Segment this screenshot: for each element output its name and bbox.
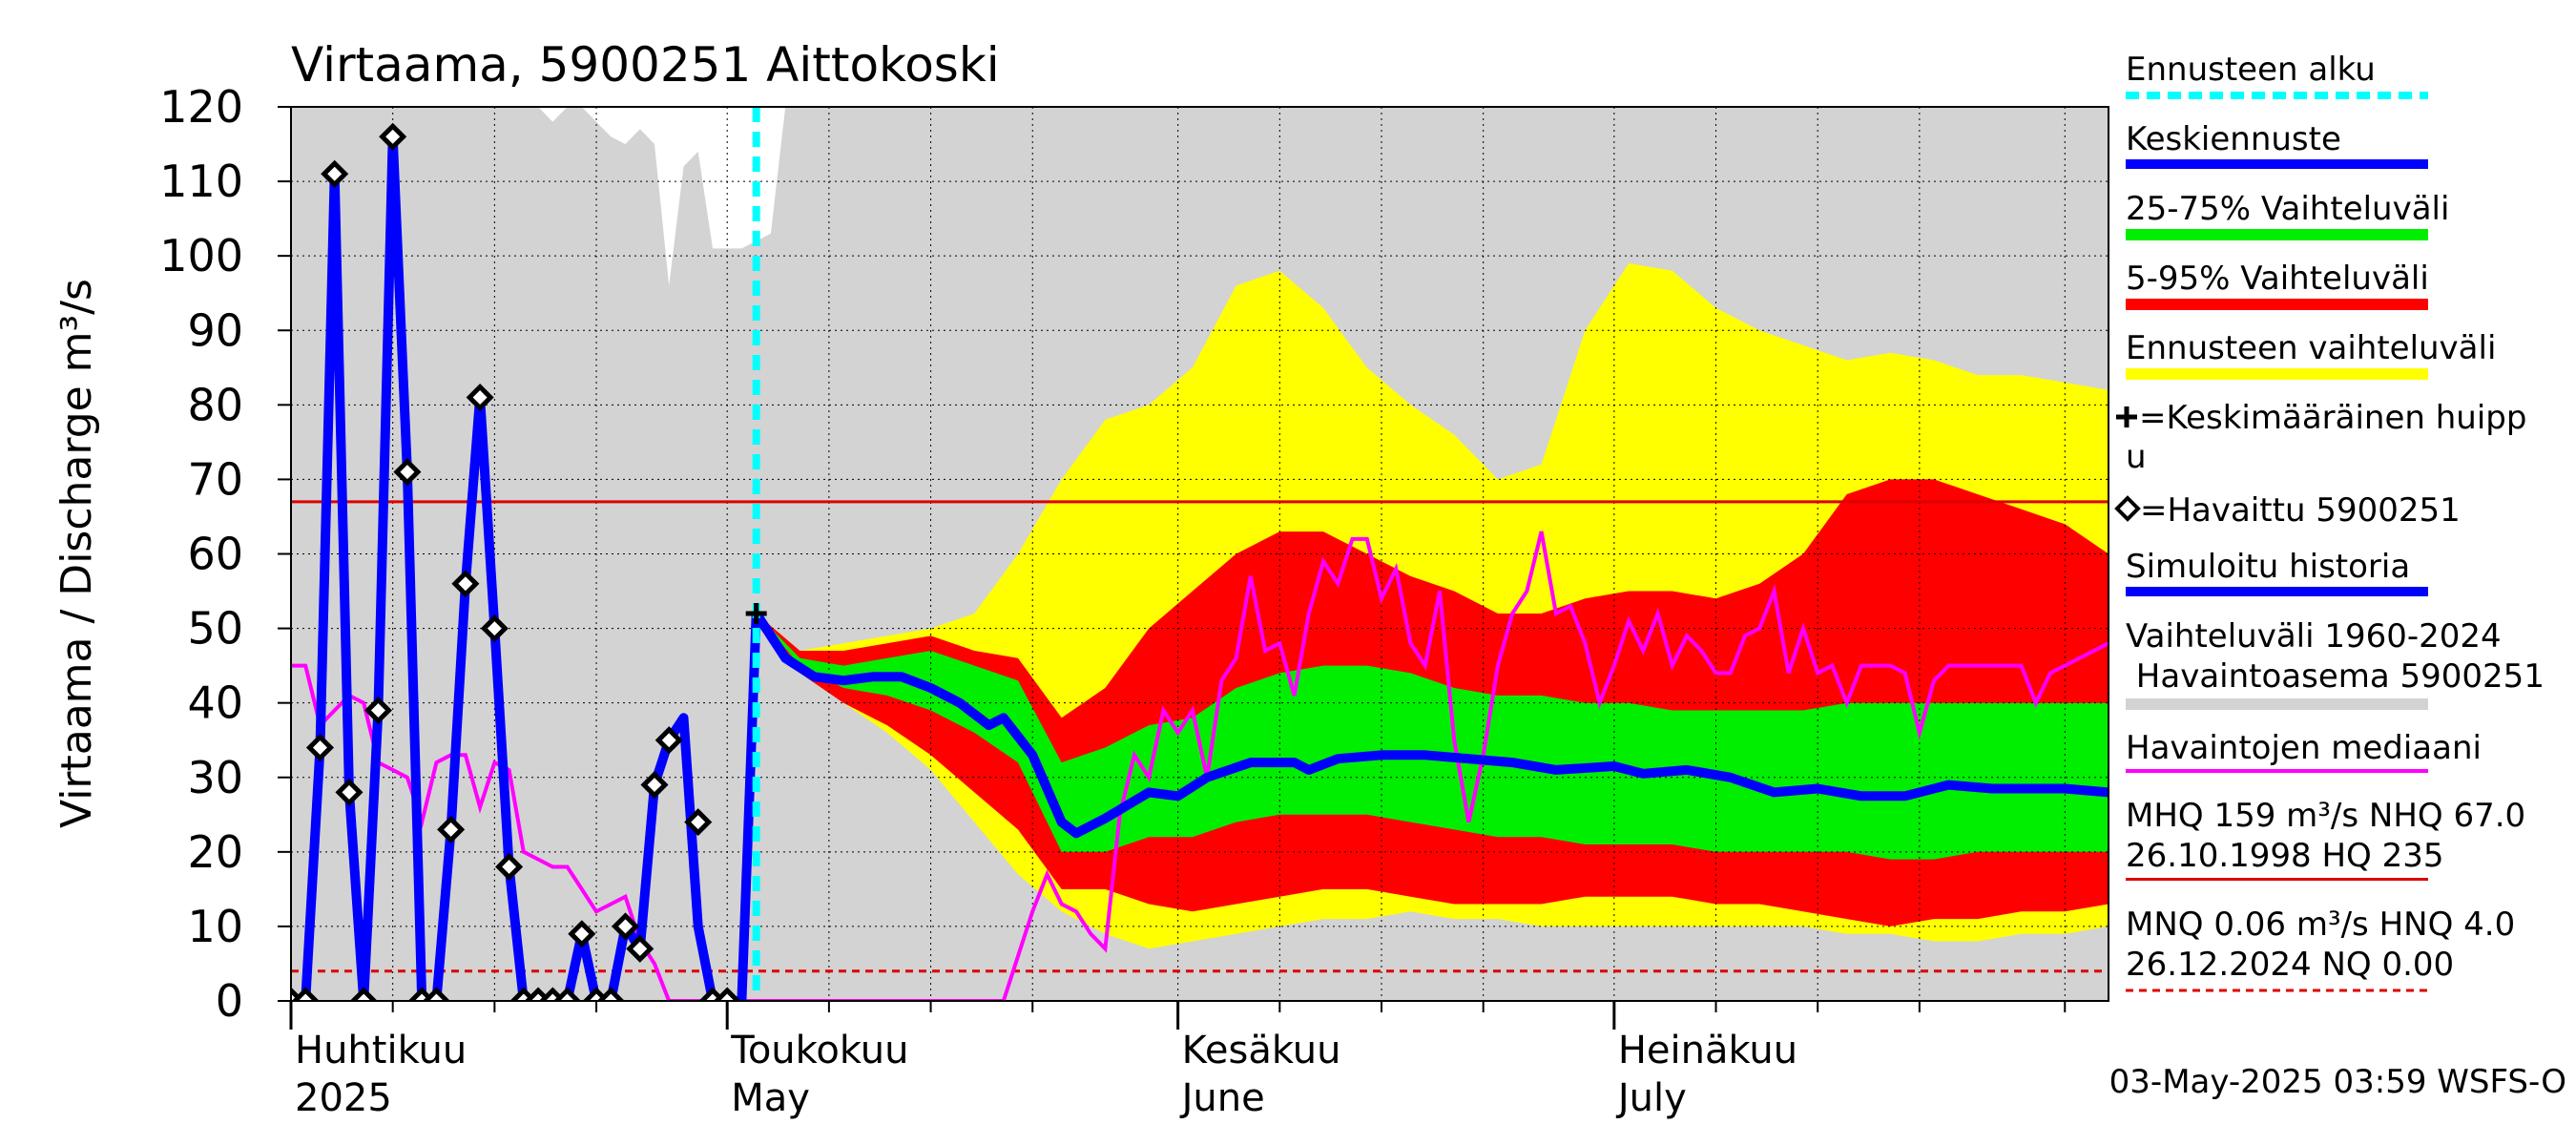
- legend-hist-range-label: Vaihteluväli 1960-2024: [2126, 617, 2502, 656]
- y-tick-label: 100: [159, 230, 243, 281]
- legend-obs-median-swatch: [2126, 769, 2428, 773]
- observed-point: [422, 987, 450, 1001]
- x-month-sublabel: May: [731, 1076, 810, 1120]
- x-month-label: Kesäkuu: [1182, 1029, 1341, 1072]
- legend-band-5-95-label: 5-95% Vaihteluväli: [2126, 260, 2429, 298]
- observed-point: [684, 808, 713, 837]
- y-tick-label: 40: [187, 677, 243, 729]
- legend-mnq-text: MNQ 0.06 m³/s HNQ 4.0: [2126, 906, 2515, 944]
- legend-simulated-label: Simuloitu historia: [2126, 548, 2410, 586]
- legend-mean-peak-label: =Keskimääräinen huipp: [2139, 399, 2526, 437]
- plot-area: [291, 107, 2109, 1001]
- y-tick-label: 10: [187, 901, 243, 952]
- legend-mhq-text: MHQ 159 m³/s NHQ 67.0: [2126, 797, 2525, 835]
- legend-observed-label: =Havaittu 5900251: [2140, 491, 2461, 530]
- observed-point: [654, 726, 683, 755]
- observed-point: [596, 987, 625, 1001]
- y-tick-label: 60: [187, 529, 243, 580]
- legend-simulated-swatch: [2126, 587, 2428, 596]
- legend: Ennusteen alku Keskiennuste 25-75% Vaiht…: [2114, 51, 2545, 992]
- observed-point: [713, 987, 741, 1001]
- observed-point: [321, 159, 349, 188]
- legend-mnq-text-cont: 26.12.2024 NQ 0.00: [2126, 946, 2454, 984]
- legend-mhq-text-cont: 26.10.1998 HQ 235: [2126, 837, 2444, 875]
- observed-point: [335, 778, 364, 806]
- y-tick-label: 70: [187, 453, 243, 505]
- legend-forecast-range-label: Ennusteen vaihteluväli: [2126, 329, 2496, 367]
- diamond-icon: [2114, 495, 2141, 522]
- legend-forecast-start-label: Ennusteen alku: [2126, 51, 2376, 89]
- legend-hist-range-label-cont: Havaintoasema 5900251: [2126, 657, 2545, 696]
- legend-mean-forecast-swatch: [2126, 159, 2428, 169]
- x-month-sublabel: 2025: [295, 1076, 392, 1120]
- y-tick-label: 110: [159, 156, 243, 207]
- observed-point: [349, 987, 378, 1001]
- observed-point: [466, 383, 494, 412]
- observed-point: [553, 987, 582, 1001]
- observed-point: [364, 696, 392, 725]
- y-tick-label: 90: [187, 304, 243, 356]
- legend-forecast-range-swatch: [2126, 368, 2428, 380]
- y-tick-label: 0: [216, 975, 243, 1027]
- y-tick-label: 50: [187, 603, 243, 655]
- observed-point: [393, 458, 422, 487]
- legend-mean-peak-label-cont: u: [2126, 438, 2147, 476]
- simulated-history-line: [291, 132, 761, 1001]
- x-month-label: Heinäkuu: [1618, 1029, 1797, 1072]
- mean-peak-point: [745, 602, 767, 624]
- legend-obs-median-label: Havaintojen mediaani: [2126, 729, 2482, 767]
- mean-forecast-line: [752, 611, 2109, 839]
- observed-point: [568, 920, 596, 948]
- y-tick-label: 20: [187, 826, 243, 878]
- observed-point: [626, 934, 654, 963]
- y-tick-label: 120: [159, 81, 243, 133]
- y-tick-label: 80: [187, 379, 243, 430]
- legend-hist-range-swatch: [2126, 698, 2428, 710]
- observed-point: [291, 987, 320, 1001]
- observed-point: [480, 614, 509, 643]
- x-month-label: Toukokuu: [730, 1029, 908, 1072]
- observed-point: [379, 122, 407, 151]
- plus-icon: [2116, 406, 2137, 427]
- observation-median-line: [291, 531, 2109, 1001]
- legend-band-25-75-label: 25-75% Vaihteluväli: [2126, 190, 2449, 228]
- observed-markers: [291, 122, 741, 1001]
- observed-point: [611, 912, 640, 941]
- band-25-75: [756, 614, 2109, 860]
- observed-point: [495, 852, 524, 881]
- y-tick-label: 30: [187, 752, 243, 803]
- y-axis-label: Virtaama / Discharge m³/s: [52, 279, 101, 828]
- timestamp: 03-May-2025 03:59 WSFS-O: [2109, 1063, 2566, 1101]
- chart-title: Virtaama, 5900251 Aittokoski: [291, 37, 1000, 93]
- x-month-label: Huhtikuu: [295, 1029, 467, 1072]
- legend-mhq-swatch: [2126, 878, 2428, 881]
- x-month-sublabel: June: [1179, 1076, 1265, 1120]
- legend-band-5-95-swatch: [2126, 299, 2428, 310]
- observed-point: [437, 815, 466, 843]
- observed-point: [640, 771, 669, 800]
- observed-point: [451, 570, 480, 598]
- observed-point: [305, 733, 335, 762]
- x-month-sublabel: July: [1615, 1076, 1687, 1120]
- legend-mean-forecast-label: Keskiennuste: [2126, 120, 2341, 158]
- y-axis: 0 10 20 30 40 50 60 70 80 90 100 110 120: [159, 81, 291, 1027]
- legend-band-25-75-swatch: [2126, 229, 2428, 240]
- mean-peak-marker: [745, 602, 767, 624]
